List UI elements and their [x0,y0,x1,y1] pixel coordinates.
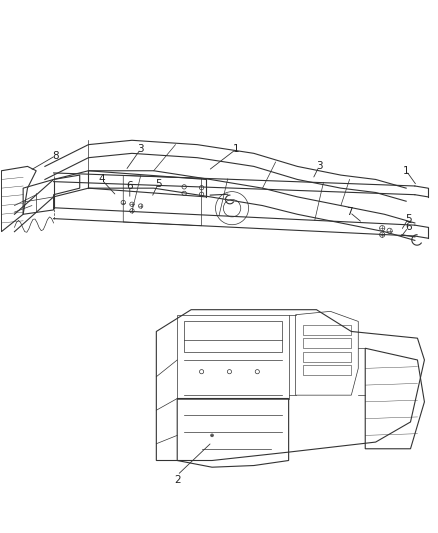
Text: 4: 4 [98,174,105,184]
Text: 7: 7 [346,207,353,217]
Text: 6: 6 [405,222,412,232]
Text: 8: 8 [53,150,59,160]
Text: 2: 2 [174,474,180,484]
Text: 3: 3 [138,144,144,154]
Text: 1: 1 [233,144,240,154]
Text: 3: 3 [316,161,322,172]
Text: 6: 6 [127,181,133,191]
Text: 5: 5 [155,179,161,189]
Text: 5: 5 [405,214,412,224]
Text: 1: 1 [403,166,410,176]
